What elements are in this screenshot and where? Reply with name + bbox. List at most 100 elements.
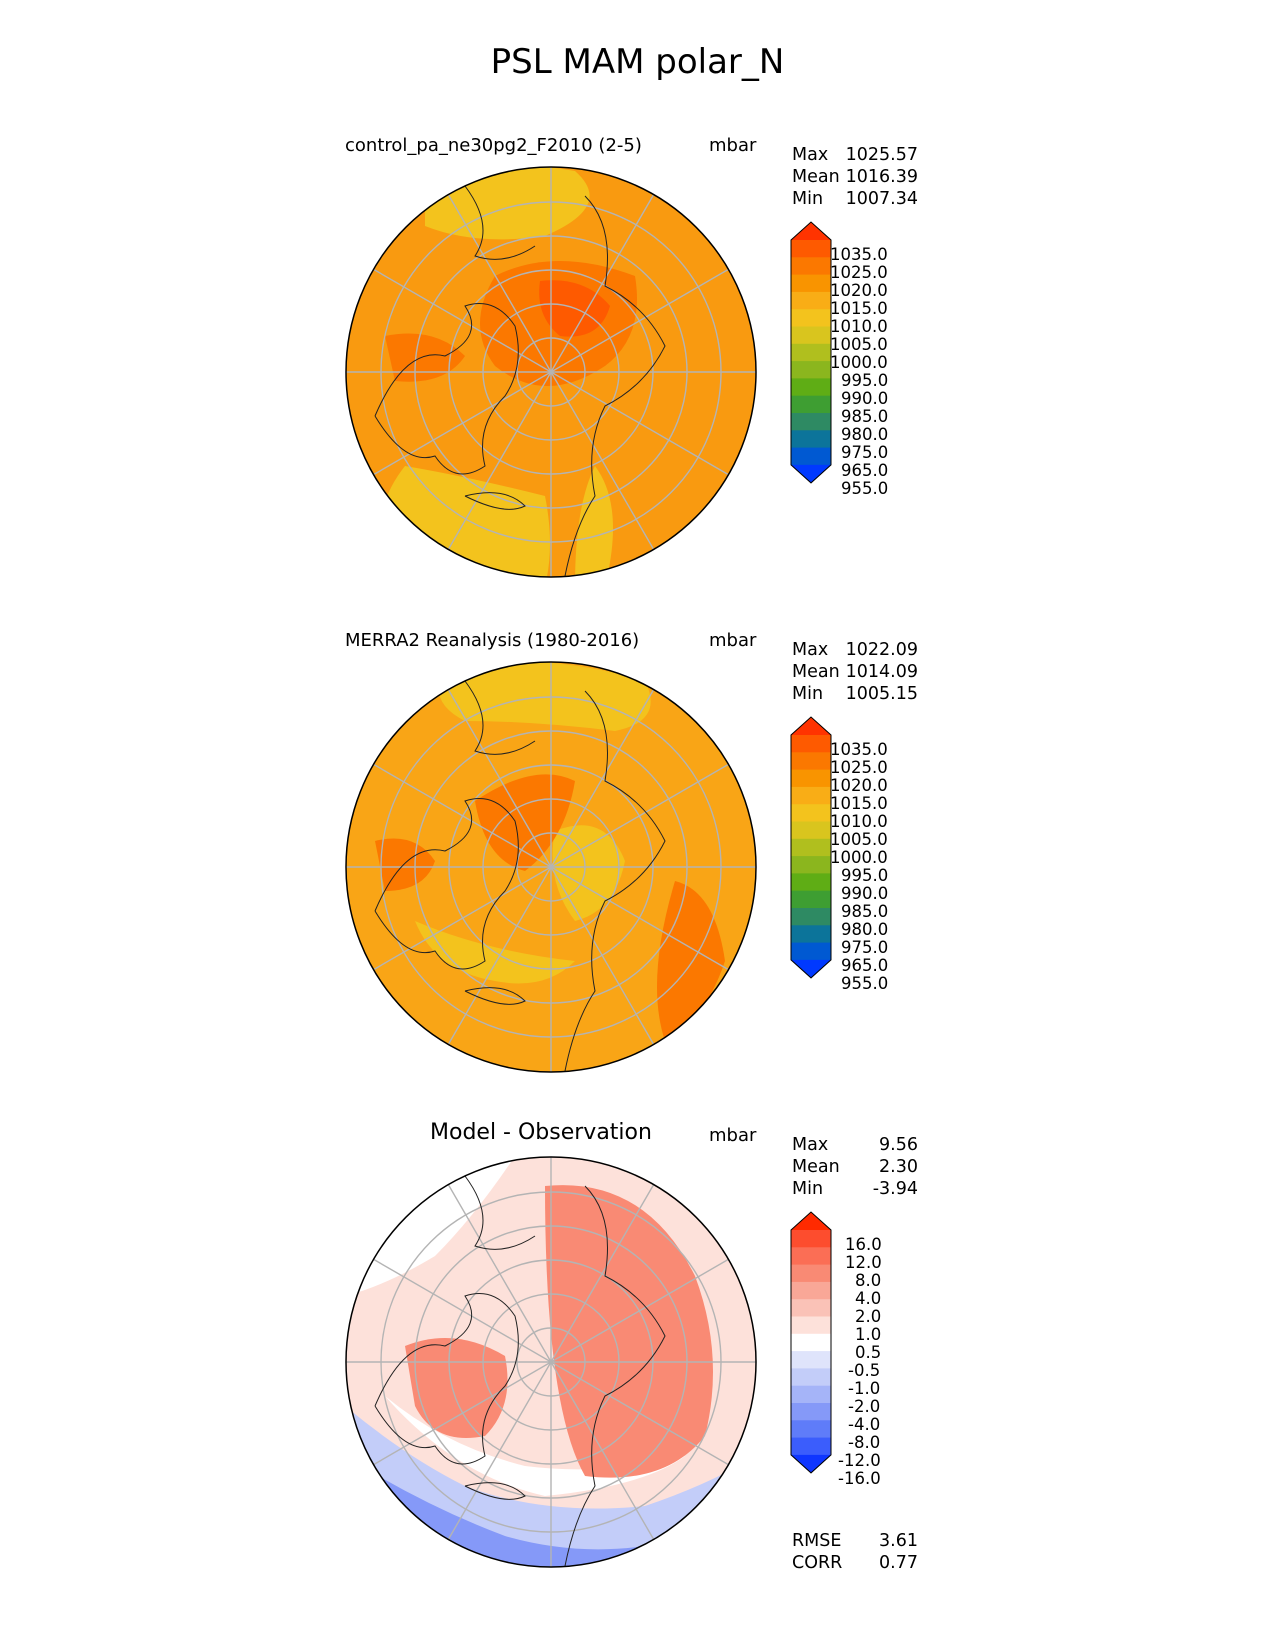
stat-min-value: -3.94 [872,1179,918,1199]
panel-test-title: control_pa_ne30pg2_F2010 (2-5) [345,135,642,156]
colorbar-segment [791,1230,831,1248]
colorbar-segment [791,1351,831,1369]
colorbar-segment [791,257,831,276]
stat-min-value: 1005.15 [845,684,918,704]
figure-title: PSL MAM polar_N [490,42,785,82]
cb-label: 990.0 [841,884,889,903]
colorbar-extend-max [791,717,831,735]
colorbar-segment [791,1403,831,1421]
cb-label: -0.5 [848,1361,881,1380]
stat-min-value: 1007.34 [845,189,918,209]
stat-mean-label: Mean [792,167,840,187]
stat-max-value: 1022.09 [845,640,918,660]
stat-mean-label: Mean [792,1157,840,1177]
cb-label: 975.0 [841,443,889,462]
cb-label: -4.0 [848,1415,881,1434]
contour-red-west [405,1338,508,1438]
contour-red-east [545,1185,713,1478]
panel-diff-stats: Max 9.56 Mean 2.30 Min -3.94 [792,1134,918,1200]
metric-rmse-value: 3.61 [879,1531,918,1551]
metric-corr-value: 0.77 [879,1553,918,1573]
metric-corr-label: CORR [792,1553,843,1573]
polar-map-test [345,166,757,578]
cb-label: 1000.0 [830,848,888,867]
stat-max-label: Max [792,640,829,660]
cb-label: 1015.0 [830,794,888,813]
colorbar-outline [790,716,832,979]
cb-label: 8.0 [855,1271,882,1290]
panel-diff-units: mbar [709,1125,757,1146]
contour-high-east [657,881,725,1041]
contour-yellow-north [438,662,651,731]
cb-label: 980.0 [841,920,889,939]
colorbar-segment [791,291,831,310]
stat-min-label: Min [792,684,824,704]
colorbar-segment [791,430,831,449]
cb-label: 980.0 [841,425,889,444]
colorbar-segment [791,1281,831,1300]
colorbar-segment [791,769,831,788]
cb-label: 1010.0 [830,812,888,831]
colorbar-segment [791,361,831,379]
colorbar-segment [791,447,831,466]
colorbar-segment [791,1299,831,1317]
stat-max-value: 9.56 [879,1135,918,1155]
cb-label: 955.0 [841,974,889,993]
contour-high-west [375,838,435,891]
stat-mean-value: 2.30 [879,1157,918,1177]
cb-label: 1025.0 [830,758,888,777]
cb-label: 4.0 [855,1289,882,1308]
stat-mean-label: Mean [792,662,840,682]
colorbar-segment [791,1264,831,1283]
polar-map-ref [345,661,757,1073]
cb-label: -16.0 [838,1469,881,1488]
colorbar-segment [791,240,831,258]
cb-label: 1005.0 [830,335,888,354]
colorbar-diff [790,1211,832,1474]
stat-min-label: Min [792,1179,824,1199]
cb-label: 2.0 [855,1307,882,1326]
panel-ref-title: MERRA2 Reanalysis (1980-2016) [345,630,640,651]
colorbar-segment [791,735,831,753]
colorbar-segment [791,326,831,345]
panel-ref-units: mbar [709,630,757,651]
colorbar-segment [791,1247,831,1266]
cb-label: 1020.0 [830,281,888,300]
cb-label: 1035.0 [830,740,888,759]
cb-label: 1010.0 [830,317,888,336]
cb-label: 1025.0 [830,263,888,282]
map-outline [345,1156,757,1568]
graticule [346,1157,756,1567]
colorbar-segment [791,1385,831,1404]
cb-label: 955.0 [841,479,889,498]
cb-label: -1.0 [848,1379,881,1398]
cb-label: 990.0 [841,389,889,408]
panel-ref-stats: Max 1022.09 Mean 1014.09 Min 1005.15 [792,639,918,705]
coastlines [374,185,666,577]
cb-label: 0.5 [855,1343,882,1362]
colorbar-segment [791,1437,831,1456]
colorbar-segment [791,908,831,926]
colorbar-segment [791,413,831,431]
colorbar-extend-min [791,1454,831,1473]
panel-diff-title: Model - Observation [430,1120,652,1145]
colorbar-extend-max [791,1212,831,1230]
polar-map-diff [345,1156,757,1568]
cb-label: 1020.0 [830,776,888,795]
cb-label: 965.0 [841,956,889,975]
colorbar-segment [791,925,831,944]
stat-mean-value: 1016.39 [845,167,918,187]
cb-label: 995.0 [841,371,889,390]
colorbar-segment [791,395,831,414]
colorbar-segment [791,821,831,840]
metric-rmse-label: RMSE [792,1531,842,1551]
contour-high-west [385,333,465,382]
stat-max-label: Max [792,1135,829,1155]
stat-max-label: Max [792,145,829,165]
colorbar-segment [791,873,831,892]
cb-label: 985.0 [841,902,889,921]
cb-label: 1005.0 [830,830,888,849]
map-outline [345,166,757,578]
cb-label: -8.0 [848,1433,881,1452]
graticule [346,167,756,577]
